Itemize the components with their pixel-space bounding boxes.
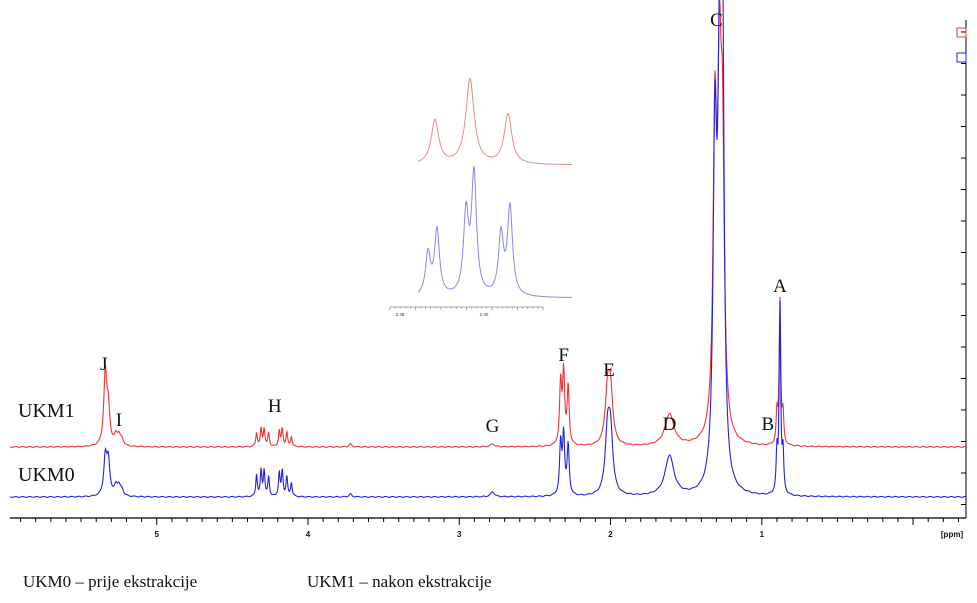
x-tick-label: 3 — [457, 530, 462, 539]
x-tick-label: 4 — [306, 530, 311, 539]
inset-spectrum-ukm1 — [417, 77, 572, 165]
right-axis — [961, 20, 967, 518]
peak-label-e: E — [603, 360, 615, 381]
x-tick-label: 2 — [608, 530, 613, 539]
peak-labels: A B C D E F G H I J — [100, 10, 787, 437]
spectra: UKM1 UKM0 — [9, 0, 967, 498]
series-label-ukm1: UKM1 — [18, 400, 75, 422]
peak-label-i: I — [116, 410, 122, 431]
nmr-spectrum-chart: 5 4 3 2 1 [ppm] UKM1 UKM0 2.35 2.30 A B C D E F G H I J — [9, 0, 967, 539]
peak-label-f: F — [558, 345, 569, 366]
x-axis-label: [ppm] — [941, 530, 964, 539]
peak-label-j: J — [100, 354, 107, 375]
inset-tick-label: 2.30 — [480, 312, 489, 317]
x-tick-label: 1 — [760, 530, 765, 539]
x-axis: 5 4 3 2 1 [ppm] — [10, 517, 966, 539]
peak-label-c: C — [710, 10, 723, 31]
legend-markers — [956, 27, 967, 63]
inset-tick-label: 2.35 — [396, 312, 405, 317]
caption-ukm1: UKM1 – nakon ekstrakcije — [307, 572, 492, 591]
spectrum-ukm0 — [9, 0, 967, 498]
series-label-ukm0: UKM0 — [18, 464, 75, 486]
legend-marker — [956, 52, 967, 63]
legend-marker — [956, 27, 967, 38]
peak-label-b: B — [761, 414, 774, 435]
inset-spectrum-ukm0 — [417, 166, 573, 298]
spectrum-ukm1 — [9, 0, 967, 448]
inset-zoom: 2.35 2.30 — [389, 77, 573, 317]
peak-label-g: G — [486, 416, 500, 437]
caption-ukm0: UKM0 – prije ekstrakcije — [23, 572, 198, 591]
peak-label-h: H — [268, 396, 282, 417]
peak-label-a: A — [773, 276, 787, 297]
peak-label-d: D — [663, 414, 677, 435]
x-tick-label: 5 — [155, 530, 160, 539]
